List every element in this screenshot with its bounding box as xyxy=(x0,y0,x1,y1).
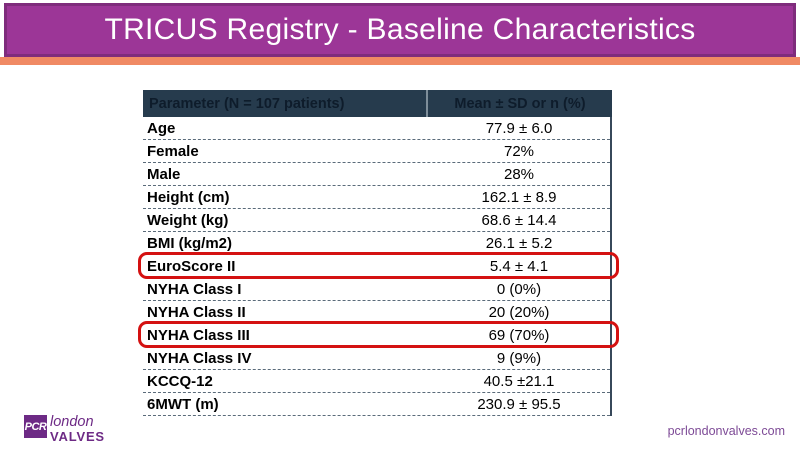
row-label: BMI (kg/m2) xyxy=(147,234,233,252)
table-rows: Age 77.9 ± 6.0 Female 72% Male 28% Height (cm)… xyxy=(138,117,619,416)
row-label: NYHA Class II xyxy=(147,303,246,321)
row-value: 230.9 ± 95.5 xyxy=(477,395,561,413)
row-value: 20 (20%) xyxy=(488,303,550,321)
accent-stripe xyxy=(0,57,800,65)
table-row: BMI (kg/m2) 26.1 ± 5.2 xyxy=(143,232,610,255)
logo-london-label: london xyxy=(50,414,94,430)
table-row: Weight (kg) 68.6 ± 14.4 xyxy=(143,209,610,232)
table-row: Age 77.9 ± 6.0 xyxy=(143,117,610,140)
row-label: Female xyxy=(147,142,199,160)
row-label: Age xyxy=(147,119,176,137)
row-value: 162.1 ± 8.9 xyxy=(481,188,557,206)
table-row: Female 72% xyxy=(143,140,610,163)
row-label: 6MWT (m) xyxy=(147,395,219,413)
table-row: NYHA Class III 69 (70%) xyxy=(138,321,619,348)
row-value: 69 (70%) xyxy=(488,326,550,344)
row-value: 9 (9%) xyxy=(496,349,542,367)
baseline-characteristics-table: Parameter (N = 107 patients) Mean ± SD o… xyxy=(138,90,619,416)
table-row: NYHA Class II 20 (20%) xyxy=(143,301,610,324)
row-label: Height (cm) xyxy=(147,188,230,206)
row-value: 68.6 ± 14.4 xyxy=(481,211,557,229)
row-value: 72% xyxy=(503,142,535,160)
row-label: Male xyxy=(147,165,181,183)
row-value: 77.9 ± 6.0 xyxy=(485,119,553,137)
logo-valves-label: VALVES xyxy=(50,428,105,444)
row-label: Weight (kg) xyxy=(147,211,229,229)
row-value: 26.1 ± 5.2 xyxy=(485,234,553,252)
table-row: Male 28% xyxy=(143,163,610,186)
row-label: NYHA Class III xyxy=(147,326,250,344)
page-title: TRICUS Registry - Baseline Characteristi… xyxy=(104,13,696,46)
row-value: 5.4 ± 4.1 xyxy=(489,257,549,275)
title-banner: TRICUS Registry - Baseline Characteristi… xyxy=(4,3,796,57)
footer-url: pcrlondonvalves.com xyxy=(667,424,785,438)
row-label: KCCQ-12 xyxy=(147,372,213,390)
row-value: 28% xyxy=(503,165,535,183)
column-header-value: Mean ± SD or n (%) xyxy=(454,95,586,112)
row-label: NYHA Class IV xyxy=(147,349,252,367)
table-row: 6MWT (m) 230.9 ± 95.5 xyxy=(143,393,610,416)
table-row: Height (cm) 162.1 ± 8.9 xyxy=(143,186,610,209)
table-row: KCCQ-12 40.5 ±21.1 xyxy=(143,370,610,393)
table-row: NYHA Class IV 9 (9%) xyxy=(143,347,610,370)
logo-text: london VALVES xyxy=(50,415,105,443)
pcr-logo-icon: PCR xyxy=(24,415,47,438)
table-row: NYHA Class I 0 (0%) xyxy=(143,278,610,301)
pcr-london-valves-logo: PCR london VALVES xyxy=(24,415,105,443)
row-value: 0 (0%) xyxy=(496,280,542,298)
table-row: EuroScore II 5.4 ± 4.1 xyxy=(138,252,619,279)
table-header-row: Parameter (N = 107 patients) Mean ± SD o… xyxy=(143,90,612,117)
column-header-parameter: Parameter (N = 107 patients) xyxy=(143,90,428,117)
row-label: EuroScore II xyxy=(147,257,236,275)
row-value: 40.5 ±21.1 xyxy=(483,372,555,390)
row-label: NYHA Class I xyxy=(147,280,242,298)
